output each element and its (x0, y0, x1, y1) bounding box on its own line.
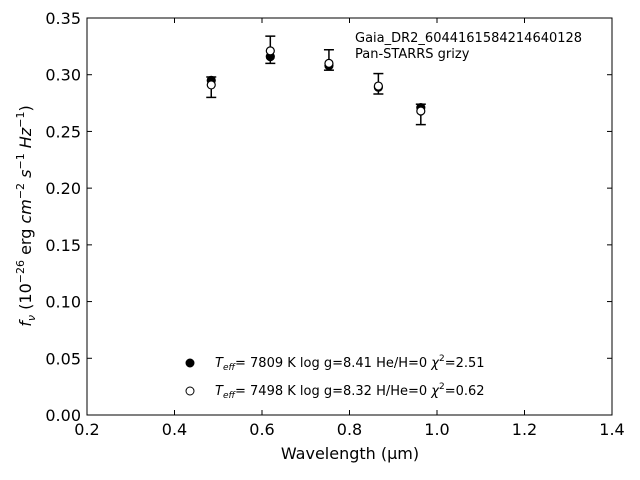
x-tick-label: 1.2 (512, 420, 537, 439)
x-tick-label: 1.0 (424, 420, 449, 439)
y-axis: 0.00 0.05 0.10 0.15 0.20 0.25 0.30 0.35 (45, 9, 612, 425)
x-tick-label: 0.6 (249, 420, 274, 439)
legend-label-2: Teff= 7498 K log g=8.32 H/He=0 χ2=0.62 (215, 382, 485, 401)
y-tick-label: 0.15 (45, 236, 81, 255)
model-point-open (324, 58, 334, 68)
x-axis-title: Wavelength (μm) (281, 444, 419, 463)
model-point-open (265, 46, 275, 56)
y-tick-label: 0.00 (45, 406, 81, 425)
x-tick-label: 0.2 (74, 420, 99, 439)
x-tick-label: 0.8 (337, 420, 362, 439)
y-tick-label: 0.20 (45, 179, 81, 198)
model-point-open (206, 80, 216, 90)
y-tick-label: 0.05 (45, 349, 81, 368)
x-axis: 0.2 0.4 0.6 0.8 1.0 1.2 1.4 (74, 18, 625, 439)
annotation-survey: Pan-STARRS grizy (355, 47, 470, 62)
y-tick-label: 0.25 (45, 122, 81, 141)
y-tick-label: 0.30 (45, 66, 81, 85)
y-tick-label: 0.35 (45, 9, 81, 28)
legend: Teff= 7809 K log g=8.41 He/H=0 χ2=2.51 T… (185, 354, 485, 401)
y-tick-label: 0.10 (45, 293, 81, 312)
model-point-open (416, 106, 426, 116)
legend-marker-filled (185, 358, 195, 368)
model-point-open (373, 81, 383, 91)
model-markers (206, 46, 426, 116)
y-axis-title: fν (10−26 erg cm−2 s−1 Hz−1) (14, 105, 38, 326)
legend-label-1: Teff= 7809 K log g=8.41 He/H=0 χ2=2.51 (215, 354, 485, 373)
x-tick-label: 0.4 (162, 420, 187, 439)
legend-marker-open (185, 386, 195, 396)
annotation-object-id: Gaia_DR2_6044161584214640128 (355, 31, 582, 46)
x-tick-label: 1.4 (599, 420, 624, 439)
